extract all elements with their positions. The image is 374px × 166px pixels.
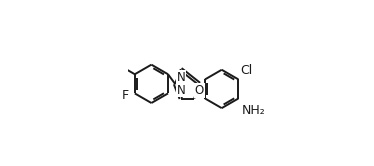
Text: O: O xyxy=(195,84,204,97)
Text: Cl: Cl xyxy=(240,64,253,77)
Text: F: F xyxy=(122,89,129,102)
Text: N: N xyxy=(177,84,185,97)
Text: N: N xyxy=(177,71,185,84)
Text: NH₂: NH₂ xyxy=(242,104,265,117)
